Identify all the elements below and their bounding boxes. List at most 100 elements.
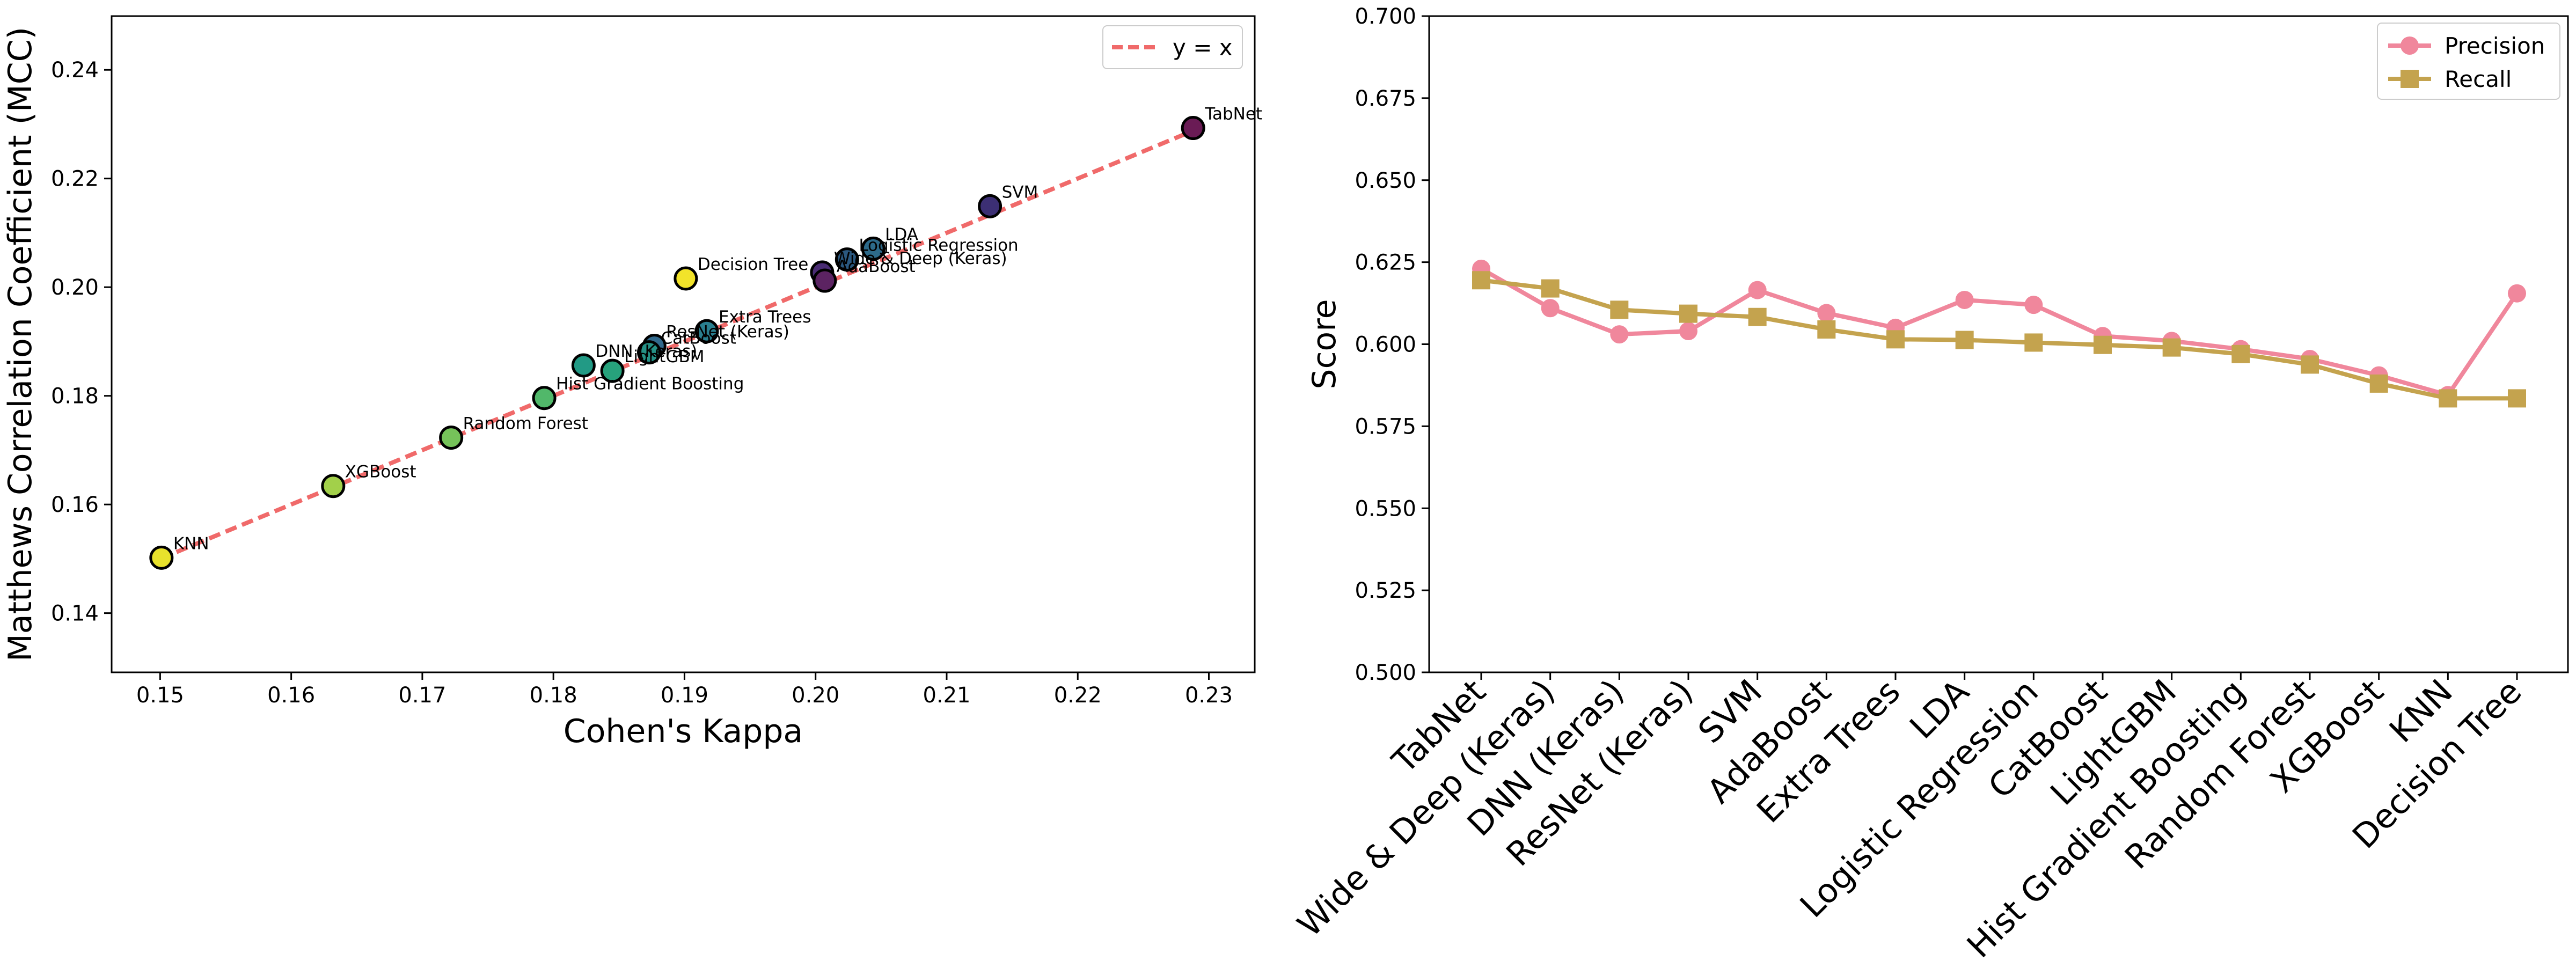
scatter-legend: y = x — [1102, 25, 1243, 69]
point-label-resnet-keras: ResNet (Keras) — [666, 322, 789, 342]
x-tick-label: 0.18 — [530, 683, 577, 708]
series-marker-recall — [2024, 333, 2043, 352]
x-tick-label: 0.16 — [267, 683, 315, 708]
point-label-adaboost: AdaBoost — [837, 257, 916, 276]
scatter-points-layer — [149, 116, 1205, 570]
line-y-axis-label: Score — [1306, 299, 1343, 389]
scatter-y-ticks: 0.14 0.16 0.18 0.20 0.22 0.24 — [51, 58, 112, 626]
y-tick-label: 0.625 — [1355, 251, 1416, 275]
point-label-catboost: CatBoost — [661, 329, 736, 348]
series-marker-precision — [1610, 325, 1629, 344]
x-tick-label: 0.21 — [923, 683, 970, 708]
point-label-wide-deep-keras: Wide & Deep (Keras) — [834, 249, 1007, 268]
series-marker-recall — [1472, 271, 1490, 290]
y-tick-label: 0.650 — [1355, 168, 1416, 193]
scatter-x-axis-label: Cohen's Kappa — [564, 713, 803, 750]
y-tick-label: 0.22 — [51, 167, 99, 192]
legend-label-y-equals-x: y = x — [1173, 34, 1233, 61]
x-tick-label: 0.19 — [661, 683, 708, 708]
series-marker-recall — [2301, 355, 2319, 374]
series-marker-precision — [1679, 322, 1697, 341]
legend-label-precision: Precision — [2445, 33, 2545, 59]
x-tick-label: 0.22 — [1054, 683, 1102, 708]
y-tick-label: 0.500 — [1355, 661, 1416, 685]
y-tick-label: 0.700 — [1355, 4, 1416, 29]
scatter-legend-box — [1102, 25, 1243, 69]
scatter-point-lda — [861, 236, 885, 261]
scatter-point-adaboost — [813, 268, 837, 293]
series-marker-recall — [2162, 338, 2181, 357]
series-line-recall — [1481, 278, 2517, 401]
point-label-hist-gradient-boosting: Hist Gradient Boosting — [556, 375, 744, 394]
point-label-xgboost: XGBoost — [345, 463, 416, 482]
point-label-dnn-keras: DNN (Keras) — [595, 342, 697, 361]
point-label-svm: SVM — [1002, 182, 1038, 202]
point-label-extra-trees: Extra Trees — [719, 307, 811, 327]
series-marker-recall — [1541, 279, 1560, 298]
scatter-point-logistic-regression — [835, 247, 859, 272]
y-tick-label: 0.24 — [51, 58, 99, 83]
series-marker-recall — [1817, 320, 1836, 339]
scatter-point-hist-gradient-boosting — [532, 386, 557, 410]
x-tick-label: 0.15 — [136, 683, 184, 708]
scatter-y-axis-label: Matthews Correlation Coefficient (MCC) — [2, 27, 39, 662]
legend-marker-recall — [2401, 70, 2419, 88]
line-plot-frame — [1428, 15, 2569, 673]
point-label-random-forest: Random Forest — [463, 414, 588, 434]
series-marker-recall — [2439, 389, 2457, 408]
point-label-lda: LDA — [885, 225, 918, 244]
x-tick-label: 0.23 — [1185, 683, 1233, 708]
series-marker-recall — [1679, 304, 1697, 323]
y-tick-label: 0.20 — [51, 275, 99, 300]
series-marker-precision — [1955, 290, 1974, 309]
y-tick-label: 0.18 — [51, 384, 99, 409]
scatter-point-random-forest — [439, 426, 464, 450]
series-marker-recall — [2508, 389, 2526, 408]
scatter-point-extra-trees — [694, 319, 719, 343]
series-marker-precision — [1541, 299, 1560, 318]
line-series-layer — [1472, 259, 2526, 408]
series-marker-recall — [2231, 344, 2250, 363]
y-tick-label: 0.550 — [1355, 496, 1416, 521]
series-marker-recall — [1955, 331, 1974, 349]
scatter-point-lightgbm — [600, 358, 625, 383]
y-tick-label: 0.14 — [51, 602, 99, 626]
scatter-point-tabnet — [1181, 116, 1205, 141]
series-marker-precision — [1817, 304, 1836, 322]
line-y-ticks: 0.500 0.525 0.550 0.575 0.600 0.625 0.650 0.675… — [1355, 4, 1429, 685]
point-label-logistic-regression: Logistic Regression — [859, 236, 1018, 255]
scatter-point-knn — [149, 545, 174, 570]
scatter-point-dnn-keras — [571, 353, 596, 378]
series-marker-recall — [1886, 330, 1905, 349]
x-tick-label: 0.20 — [792, 683, 839, 708]
point-label-knn: KNN — [173, 534, 209, 553]
y-tick-label: 0.675 — [1355, 86, 1416, 111]
point-label-lightgbm: LightGBM — [624, 347, 704, 366]
series-marker-precision — [2024, 296, 2043, 314]
y-tick-label: 0.575 — [1355, 414, 1416, 439]
y-tick-label: 0.16 — [51, 493, 99, 517]
y-tick-label: 0.525 — [1355, 578, 1416, 603]
line-legend: Precision Recall — [2377, 23, 2560, 100]
legend-marker-precision — [2401, 36, 2419, 55]
scatter-point-xgboost — [321, 474, 346, 498]
scatter-point-catboost — [636, 340, 661, 365]
scatter-plot-frame — [111, 15, 1256, 673]
legend-label-recall: Recall — [2445, 66, 2512, 92]
scatter-x-ticks: 0.15 0.16 0.17 0.18 0.19 0.20 0.21 0.22 0.23 — [136, 672, 1233, 708]
point-label-tabnet: TabNet — [1204, 105, 1262, 124]
series-marker-recall — [2094, 335, 2112, 354]
point-label-decision-tree: Decision Tree — [698, 255, 808, 274]
y-tick-label: 0.600 — [1355, 333, 1416, 357]
series-marker-precision — [2508, 284, 2526, 303]
scatter-point-svm — [978, 194, 1002, 218]
series-marker-recall — [1748, 307, 1767, 326]
series-marker-recall — [1610, 300, 1629, 319]
series-marker-recall — [2369, 374, 2388, 393]
